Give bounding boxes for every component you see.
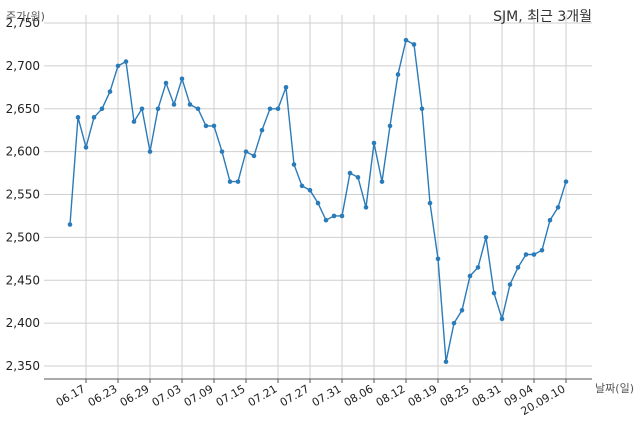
x-tick-label: 07.03 bbox=[150, 382, 184, 409]
data-point bbox=[67, 222, 73, 227]
data-point bbox=[515, 265, 521, 270]
data-point bbox=[427, 200, 433, 206]
data-point bbox=[355, 175, 361, 180]
y-tick-label: 2,400 bbox=[6, 316, 40, 330]
data-point bbox=[83, 145, 89, 150]
data-point bbox=[459, 307, 465, 313]
data-point bbox=[563, 179, 569, 184]
axes bbox=[44, 378, 592, 383]
data-point bbox=[547, 217, 553, 223]
data-point bbox=[491, 290, 497, 296]
data-point bbox=[99, 106, 105, 112]
data-point bbox=[531, 252, 537, 257]
data-point bbox=[283, 85, 289, 90]
y-tick-label: 2,700 bbox=[6, 59, 40, 73]
x-tick-label: 07.31 bbox=[310, 382, 344, 409]
data-point bbox=[187, 102, 193, 107]
data-point bbox=[403, 37, 409, 43]
data-point bbox=[331, 213, 337, 219]
data-point bbox=[379, 179, 385, 184]
data-point bbox=[435, 256, 441, 262]
data-point bbox=[507, 282, 513, 287]
data-point bbox=[307, 187, 313, 193]
data-point bbox=[555, 205, 561, 210]
data-point bbox=[387, 123, 393, 129]
data-point bbox=[259, 127, 265, 133]
data-point bbox=[499, 316, 505, 322]
y-tick-label: 2,750 bbox=[6, 16, 40, 30]
x-tick-label: 06.29 bbox=[118, 382, 152, 409]
data-point bbox=[171, 102, 177, 107]
y-tick-label: 2,500 bbox=[6, 230, 40, 244]
x-tick-label: 06.23 bbox=[86, 382, 120, 409]
data-point bbox=[539, 247, 545, 253]
chart-title: SJM, 최근 3개월 bbox=[493, 9, 592, 25]
data-point bbox=[419, 106, 425, 112]
x-tick-label: 08.31 bbox=[470, 382, 504, 409]
data-point bbox=[131, 119, 137, 124]
data-point bbox=[211, 123, 217, 129]
data-point bbox=[251, 153, 257, 159]
x-axis-label: 날짜(일) bbox=[595, 382, 634, 395]
x-tick-label: 07.15 bbox=[214, 382, 248, 409]
data-point bbox=[179, 76, 185, 82]
data-point bbox=[371, 140, 377, 146]
y-tick-labels: 2,350 2,400 2,450 2,500 2,550 2,600 2,650 2,700… bbox=[6, 16, 40, 373]
data-point bbox=[523, 252, 529, 257]
data-point bbox=[203, 123, 209, 129]
data-point bbox=[363, 205, 369, 210]
data-point bbox=[115, 63, 121, 69]
x-tick-label: 07.09 bbox=[182, 382, 216, 409]
grid-lines bbox=[44, 15, 592, 379]
data-point bbox=[243, 149, 249, 154]
data-point bbox=[75, 115, 81, 120]
data-point bbox=[443, 359, 449, 365]
data-point bbox=[395, 72, 401, 77]
data-point bbox=[163, 80, 169, 86]
x-tick-label: 08.19 bbox=[406, 382, 440, 409]
data-point bbox=[147, 149, 153, 154]
y-axis-label: 주가(원) bbox=[6, 10, 45, 23]
data-points bbox=[67, 37, 569, 365]
data-point bbox=[323, 217, 329, 223]
data-point bbox=[275, 106, 281, 112]
data-point bbox=[235, 179, 241, 184]
data-point bbox=[339, 213, 345, 219]
data-point bbox=[195, 106, 201, 112]
data-point bbox=[139, 106, 145, 112]
x-tick-label: 06.17 bbox=[54, 382, 88, 409]
data-point bbox=[155, 106, 161, 112]
data-point bbox=[315, 200, 321, 206]
y-tick-label: 2,350 bbox=[6, 359, 40, 373]
y-tick-label: 2,600 bbox=[6, 145, 40, 159]
y-tick-label: 2,650 bbox=[6, 102, 40, 116]
x-tick-label: 08.12 bbox=[374, 382, 408, 409]
x-tick-label: 08.06 bbox=[342, 382, 376, 409]
x-tick-labels: 06.1706.2306.2907.0307.0907.1507.2107.27… bbox=[54, 382, 568, 418]
y-tick-label: 2,450 bbox=[6, 273, 40, 287]
data-point bbox=[475, 265, 481, 270]
data-point bbox=[123, 59, 129, 64]
data-point bbox=[347, 170, 353, 176]
data-point bbox=[219, 149, 225, 154]
data-point bbox=[227, 179, 233, 184]
data-point bbox=[91, 115, 97, 120]
x-tick-label: 07.21 bbox=[246, 382, 280, 409]
data-point bbox=[451, 320, 457, 326]
data-point bbox=[483, 235, 489, 240]
data-point bbox=[411, 42, 417, 47]
x-tick-label: 07.27 bbox=[278, 382, 312, 409]
data-point bbox=[107, 89, 113, 94]
data-point bbox=[467, 273, 473, 279]
data-point bbox=[299, 183, 305, 189]
x-tick-label: 08.25 bbox=[438, 382, 472, 409]
y-tick-label: 2,550 bbox=[6, 188, 40, 202]
data-point bbox=[291, 162, 297, 167]
data-point bbox=[267, 106, 273, 112]
